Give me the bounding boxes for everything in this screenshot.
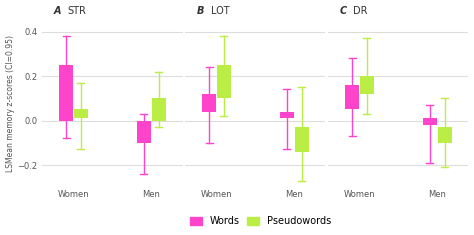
- Bar: [345, 85, 359, 110]
- Text: LOT: LOT: [210, 6, 229, 16]
- Text: DR: DR: [354, 6, 368, 16]
- Bar: [74, 110, 88, 118]
- Bar: [280, 112, 294, 118]
- Text: B: B: [197, 6, 204, 16]
- Bar: [423, 118, 437, 125]
- Text: STR: STR: [68, 6, 86, 16]
- Text: A: A: [54, 6, 61, 16]
- Text: C: C: [339, 6, 346, 16]
- Y-axis label: LSMean memory z-scores (CI=0.95): LSMean memory z-scores (CI=0.95): [6, 35, 15, 172]
- Bar: [59, 65, 73, 121]
- Bar: [202, 94, 216, 112]
- Bar: [360, 76, 374, 94]
- Bar: [152, 98, 166, 121]
- Bar: [295, 127, 309, 152]
- Bar: [137, 121, 151, 143]
- Bar: [217, 65, 231, 98]
- Bar: [438, 127, 452, 143]
- Legend: Words, Pseudowords: Words, Pseudowords: [186, 212, 335, 230]
